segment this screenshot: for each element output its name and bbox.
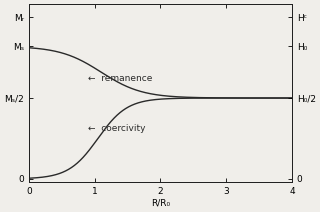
X-axis label: R/R₀: R/R₀ <box>151 199 170 208</box>
Text: ←  coercivity: ← coercivity <box>88 124 146 133</box>
Text: ←  remanence: ← remanence <box>88 74 152 83</box>
